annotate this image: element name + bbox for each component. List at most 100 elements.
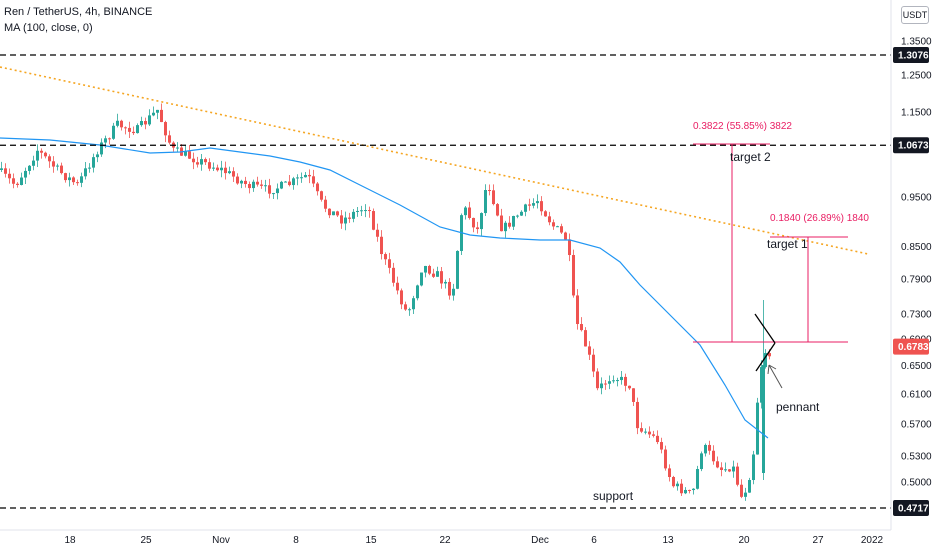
time-tick-1: 25 <box>140 535 152 546</box>
support-label: support <box>593 489 634 503</box>
time-axis[interactable]: 18 25 Nov 8 15 22 Dec 6 13 20 27 2022 <box>0 529 891 546</box>
candle <box>400 288 403 310</box>
candle <box>368 206 371 218</box>
candle <box>72 176 75 185</box>
candle <box>720 462 723 477</box>
time-tick-4: 15 <box>365 535 377 546</box>
candle <box>200 153 203 171</box>
candle <box>520 210 523 216</box>
candle <box>176 142 179 153</box>
svg-text:0.4717: 0.4717 <box>898 504 929 515</box>
candle <box>352 209 355 223</box>
candle <box>752 450 755 485</box>
candle <box>444 279 447 289</box>
candle <box>280 180 283 190</box>
breakout-candle <box>762 300 765 480</box>
candle <box>556 225 559 228</box>
candle <box>40 148 43 159</box>
candle <box>172 141 175 152</box>
candle <box>680 479 683 496</box>
candle <box>592 348 595 378</box>
candle <box>344 211 347 231</box>
candle <box>420 272 423 287</box>
candle <box>544 210 547 217</box>
candlestick-series <box>0 103 771 501</box>
price-tick-labels: 1.3500 1.2500 1.1500 0.9500 0.8500 0.7900 0.73… <box>901 36 932 488</box>
candle <box>516 214 519 219</box>
candle <box>204 157 207 166</box>
candle <box>136 123 139 134</box>
candle <box>632 388 635 406</box>
level-badge-0: 1.3076 <box>893 47 929 63</box>
candle <box>692 488 695 495</box>
candle <box>248 181 251 194</box>
candle <box>736 462 739 487</box>
svg-text:1.3076: 1.3076 <box>898 51 929 62</box>
time-tick-3: 8 <box>293 535 299 546</box>
time-tick-11: 2022 <box>861 535 884 546</box>
candle <box>580 317 583 332</box>
indicator-legend: MA (100, close, 0) <box>4 22 93 34</box>
pennant-arrow <box>767 364 783 389</box>
candle <box>132 126 135 136</box>
candle <box>416 284 419 301</box>
candle <box>24 167 27 184</box>
price-axis[interactable]: 1.3500 1.2500 1.1500 0.9500 0.8500 0.7900 0.73… <box>890 0 932 530</box>
candle <box>408 307 411 316</box>
candle <box>252 179 255 192</box>
candle <box>564 231 567 240</box>
candle <box>724 462 727 473</box>
candle <box>572 249 575 298</box>
candle <box>668 464 671 482</box>
candle <box>536 194 539 209</box>
candle <box>712 445 715 465</box>
candle <box>148 109 151 127</box>
level-badge-2: 0.4717 <box>893 500 929 516</box>
candle <box>272 192 275 199</box>
candle <box>456 250 459 290</box>
price-tick-12: 0.5000 <box>901 478 932 489</box>
candle <box>612 375 615 384</box>
candle <box>188 145 191 159</box>
candle <box>144 117 147 130</box>
candle <box>60 162 63 175</box>
candle <box>164 120 167 143</box>
candle <box>44 151 47 159</box>
candle <box>244 176 247 188</box>
candle <box>652 430 655 438</box>
currency-selector[interactable]: USDT <box>901 6 929 24</box>
price-tick-5: 0.7900 <box>901 274 932 285</box>
candle <box>548 211 551 226</box>
current-price-badge: 0.6783 <box>893 338 929 355</box>
candle <box>348 212 351 223</box>
candle <box>312 169 315 188</box>
candle <box>620 371 623 385</box>
candle <box>704 443 707 457</box>
candle <box>528 198 531 211</box>
candle <box>264 179 267 192</box>
candle <box>216 164 219 172</box>
candle <box>12 173 15 189</box>
candle <box>636 397 639 435</box>
candle <box>624 373 627 392</box>
candle <box>296 174 299 186</box>
candle <box>576 289 579 330</box>
candle <box>716 456 719 469</box>
candle <box>360 205 363 217</box>
candle <box>480 212 483 236</box>
target-2-measure <box>693 143 770 342</box>
candle <box>20 172 23 186</box>
candle <box>388 252 391 274</box>
candle <box>68 172 71 187</box>
svg-text:0.6783: 0.6783 <box>898 342 929 353</box>
time-tick-6: Dec <box>531 535 549 546</box>
candle <box>316 182 319 196</box>
candle <box>432 268 435 279</box>
candle <box>96 151 99 163</box>
ma-100-line <box>0 137 769 439</box>
candle <box>64 172 67 183</box>
candle <box>304 172 307 178</box>
candle <box>208 158 211 172</box>
candle <box>732 460 735 478</box>
